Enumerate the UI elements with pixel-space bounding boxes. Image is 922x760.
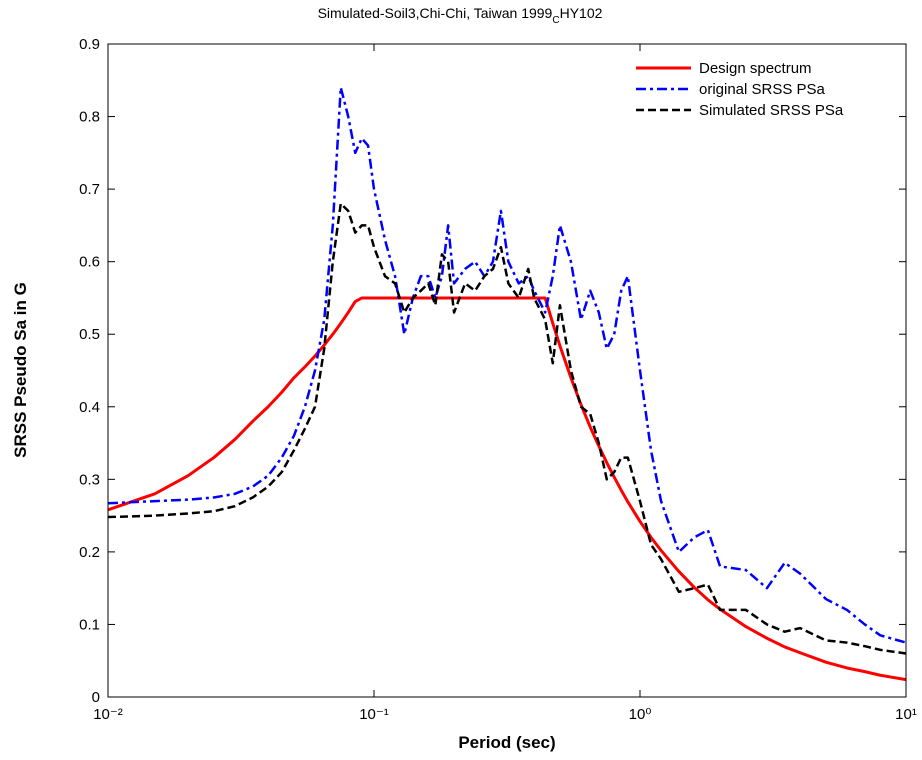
y-tick-label: 0 <box>92 689 100 706</box>
y-tick-label: 0.2 <box>79 544 100 561</box>
legend-label: Simulated SRSS PSa <box>699 102 844 119</box>
legend-label: original SRSS PSa <box>699 81 826 98</box>
y-tick-label: 0.3 <box>79 471 100 488</box>
y-tick-label: 0.9 <box>79 36 100 53</box>
y-axis-label: SRSS Pseudo Sa in G <box>11 282 30 458</box>
axes-frame <box>107 43 907 698</box>
series-line <box>107 296 907 682</box>
series-line <box>107 86 907 644</box>
title-suffix: HY102 <box>560 5 603 21</box>
title-subscript: C <box>552 15 559 26</box>
series-line <box>107 202 907 655</box>
x-tick-label: 10⁻² <box>93 706 123 723</box>
x-tick-label: 10⁻¹ <box>359 706 389 723</box>
y-tick-label: 0.7 <box>79 181 100 198</box>
x-axis-label: Period (sec) <box>458 733 555 752</box>
y-tick-label: 0.6 <box>79 254 100 271</box>
y-tick-label: 0.5 <box>79 326 100 343</box>
title-main: Simulated-Soil3,Chi-Chi, Taiwan 1999 <box>318 5 553 21</box>
plot-area <box>108 44 906 697</box>
y-tick-label: 0.4 <box>79 399 100 416</box>
chart-title: Simulated-Soil3,Chi-Chi, Taiwan 1999CHY1… <box>318 5 603 26</box>
x-tick-label: 10¹ <box>895 706 917 723</box>
y-tick-label: 0.1 <box>79 616 100 633</box>
y-tick-label: 0.8 <box>79 109 100 126</box>
x-tick-label: 10⁰ <box>629 706 652 723</box>
legend-label: Design spectrum <box>699 60 812 77</box>
